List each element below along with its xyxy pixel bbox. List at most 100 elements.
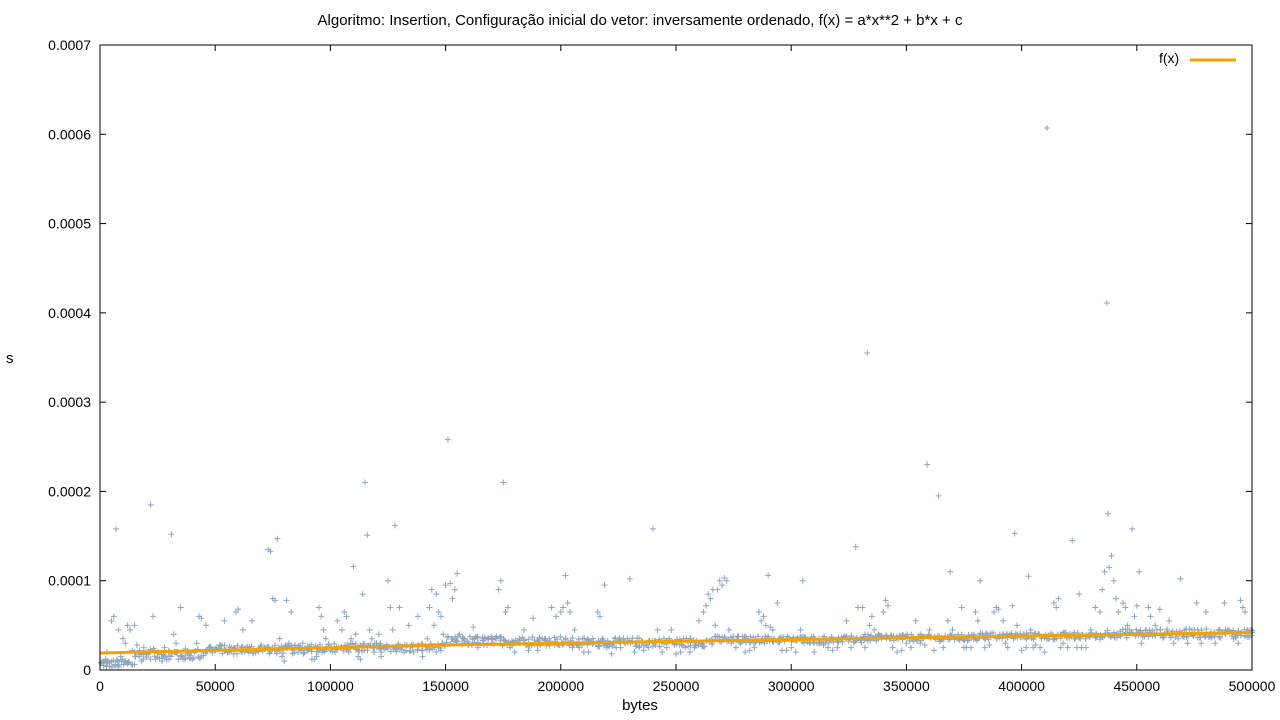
data-point (1050, 600, 1057, 607)
data-point (931, 647, 938, 654)
x-tick-label: 150000 (422, 678, 469, 694)
data-point (762, 622, 769, 629)
data-point (1235, 640, 1242, 647)
data-point (719, 582, 726, 589)
data-point (154, 654, 161, 661)
data-point (634, 635, 641, 642)
data-point (585, 649, 592, 656)
data-point (548, 604, 555, 611)
data-point (1060, 640, 1067, 647)
data-point (479, 635, 486, 642)
data-point (285, 640, 292, 647)
data-point (755, 608, 762, 615)
data-point (682, 644, 689, 651)
data-point (1244, 633, 1251, 640)
data-point (493, 635, 500, 642)
data-point (940, 644, 947, 651)
x-tick-label: 300000 (768, 678, 815, 694)
data-point (147, 501, 154, 508)
data-point (1129, 525, 1136, 532)
data-point (977, 577, 984, 584)
data-point (405, 622, 412, 629)
data-point (774, 600, 781, 607)
x-tick-label: 400000 (998, 678, 1045, 694)
data-point (910, 638, 917, 645)
data-point (972, 608, 979, 615)
data-point (166, 656, 173, 663)
data-point (562, 572, 569, 579)
data-point (1166, 617, 1173, 624)
data-point (1237, 597, 1244, 604)
data-point (1133, 626, 1140, 633)
data-point (696, 617, 703, 624)
data-point (1087, 626, 1094, 633)
data-point (364, 532, 371, 539)
data-point (1184, 640, 1191, 647)
data-point (196, 655, 203, 662)
data-point (288, 608, 295, 615)
x-axis-label: bytes (622, 697, 658, 714)
data-point (829, 647, 836, 654)
y-tick-label: 0.0006 (48, 126, 91, 142)
x-tick-label: 450000 (1113, 678, 1160, 694)
data-point (301, 649, 308, 656)
data-point (1055, 595, 1062, 602)
data-point (765, 572, 772, 579)
data-point (530, 615, 537, 622)
data-point (560, 604, 567, 611)
data-point (1103, 300, 1110, 307)
data-point (1137, 627, 1144, 634)
data-point (516, 635, 523, 642)
data-point (239, 626, 246, 633)
data-point (308, 641, 315, 648)
data-point (1025, 573, 1032, 580)
data-point (419, 647, 426, 654)
data-point (701, 643, 708, 650)
data-point (452, 634, 459, 641)
data-point (1077, 635, 1084, 642)
data-point (177, 604, 184, 611)
data-point (947, 568, 954, 575)
data-point (149, 613, 156, 620)
data-point (732, 644, 739, 651)
data-point (426, 604, 433, 611)
axis-ticks: 0 50000 100000 150000 200000 250000 300000 3500… (48, 37, 1275, 694)
data-point (143, 654, 150, 661)
data-point (864, 350, 871, 357)
data-point (320, 626, 327, 633)
data-point (866, 622, 873, 629)
data-point (474, 633, 481, 640)
data-point (1004, 644, 1011, 651)
data-point (687, 642, 694, 649)
data-point (128, 661, 135, 668)
data-point (1092, 604, 1099, 611)
data-point (567, 608, 574, 615)
data-point (815, 640, 822, 647)
x-tick-label: 500000 (1229, 678, 1276, 694)
data-point (864, 631, 871, 638)
data-point (258, 642, 265, 648)
data-point (444, 633, 451, 640)
data-point (716, 577, 723, 584)
data-point (366, 626, 373, 633)
data-point (1053, 604, 1060, 611)
data-point (375, 631, 382, 638)
data-point (1113, 595, 1120, 602)
data-point (908, 644, 915, 651)
data-point (1212, 640, 1219, 647)
data-point (894, 649, 901, 656)
data-point (852, 543, 859, 550)
data-point (133, 642, 140, 648)
data-point (198, 615, 205, 622)
data-point (350, 563, 357, 570)
data-point (1170, 640, 1177, 647)
data-point (1096, 608, 1103, 615)
data-point (1108, 552, 1115, 559)
data-point (124, 622, 131, 629)
data-point (1105, 510, 1111, 517)
data-point (645, 644, 652, 651)
data-point (170, 631, 177, 638)
data-point (504, 604, 511, 611)
data-point (1143, 626, 1150, 633)
